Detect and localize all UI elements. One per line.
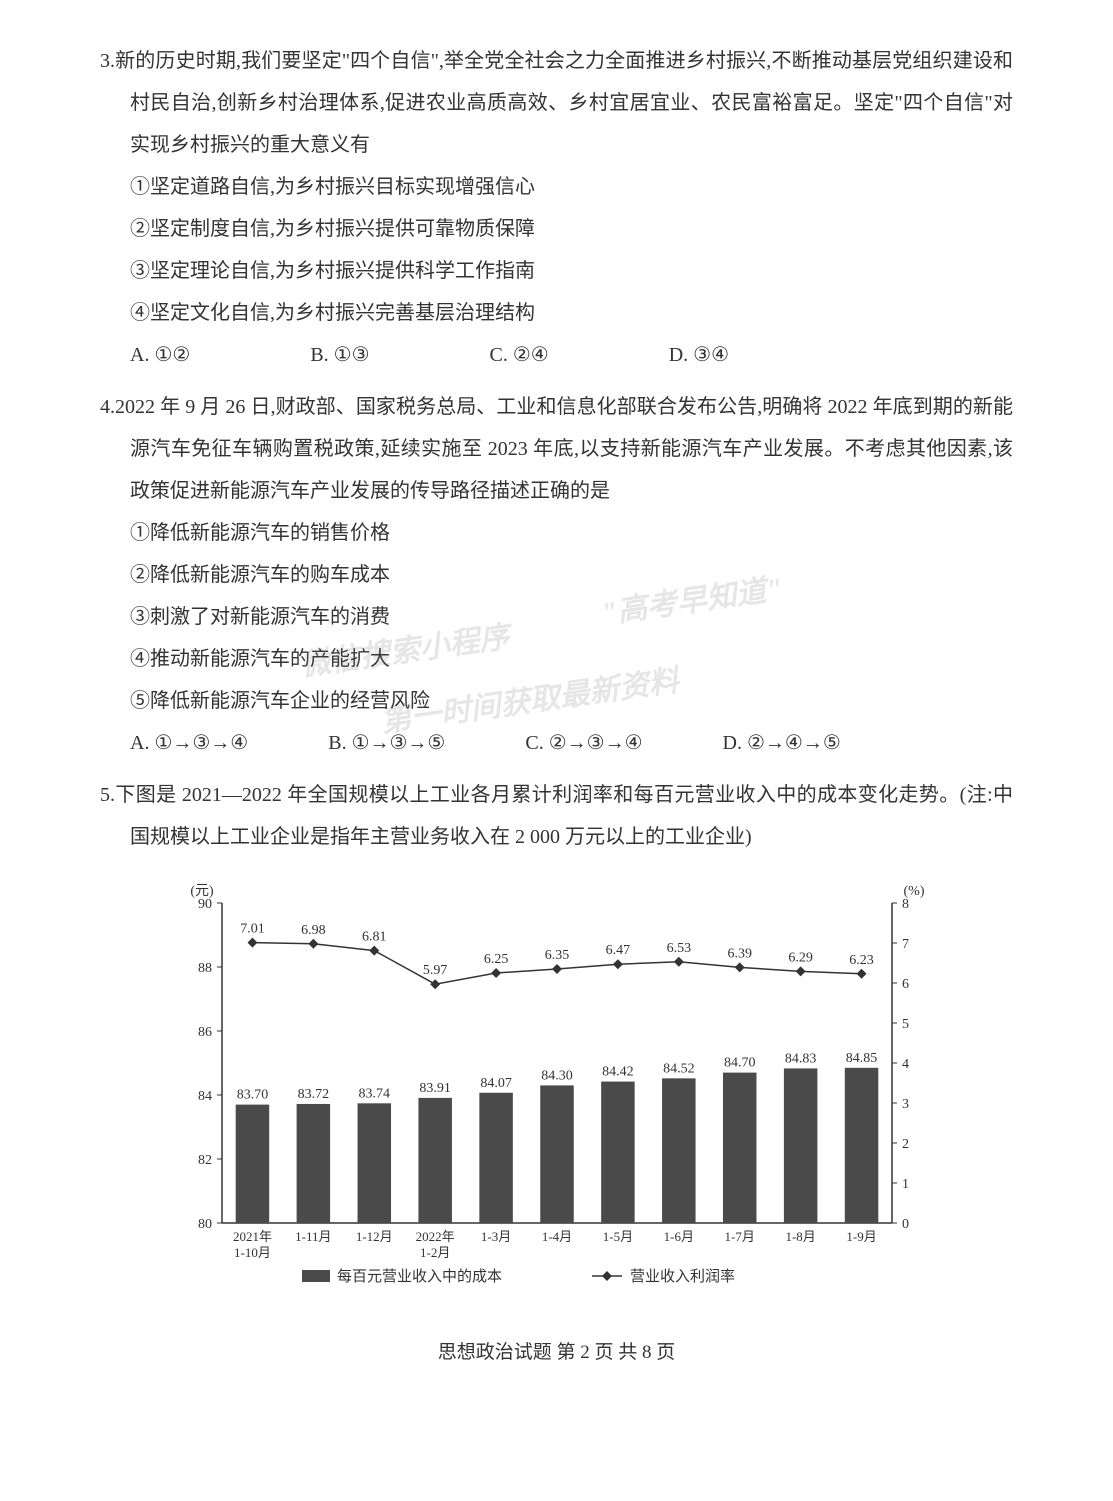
svg-text:6.47: 6.47 [605, 943, 630, 958]
svg-text:0: 0 [902, 1217, 909, 1232]
question-stem: 5.下图是 2021—2022 年全国规模以上工业各月累计利润率和每百元营业收入… [100, 774, 1013, 858]
statement-1: ①降低新能源汽车的销售价格 [100, 512, 1013, 554]
svg-text:4: 4 [902, 1057, 909, 1072]
svg-text:1-10月: 1-10月 [234, 1245, 271, 1260]
statement-2: ②坚定制度自信,为乡村振兴提供可靠物质保障 [100, 208, 1013, 250]
svg-text:6.23: 6.23 [849, 953, 874, 968]
svg-text:1: 1 [902, 1177, 909, 1192]
svg-text:84.70: 84.70 [723, 1056, 755, 1071]
svg-text:2: 2 [902, 1137, 909, 1152]
choice-b: B. ①→③→⑤ [328, 722, 445, 764]
svg-text:84: 84 [198, 1089, 212, 1104]
choice-d: D. ③④ [669, 334, 729, 376]
svg-text:1-9月: 1-9月 [846, 1229, 876, 1244]
svg-text:84.85: 84.85 [845, 1051, 877, 1066]
statement-1: ①坚定道路自信,为乡村振兴目标实现增强信心 [100, 166, 1013, 208]
svg-text:6.81: 6.81 [362, 930, 387, 945]
svg-text:88: 88 [198, 961, 212, 976]
statement-4: ④推动新能源汽车的产能扩大 [100, 638, 1013, 680]
svg-text:6.98: 6.98 [301, 923, 326, 938]
question-number: 3. [100, 50, 115, 72]
svg-text:6.29: 6.29 [788, 950, 813, 965]
svg-text:7.01: 7.01 [240, 922, 264, 937]
choice-d: D. ②→④→⑤ [723, 722, 841, 764]
choice-c: C. ②④ [490, 334, 549, 376]
svg-text:6.39: 6.39 [727, 946, 752, 961]
choice-a: A. ①→③→④ [130, 722, 248, 764]
question-body: 2022 年 9 月 26 日,财政部、国家税务总局、工业和信息化部联合发布公告… [115, 396, 1013, 502]
choice-a: A. ①② [130, 334, 190, 376]
question-3: 3.新的历史时期,我们要坚定"四个自信",举全党全社会之力全面推进乡村振兴,不断… [100, 40, 1013, 376]
svg-text:1-6月: 1-6月 [663, 1229, 693, 1244]
svg-text:84.42: 84.42 [602, 1065, 634, 1080]
question-stem: 4.2022 年 9 月 26 日,财政部、国家税务总局、工业和信息化部联合发布… [100, 386, 1013, 512]
svg-text:83.74: 83.74 [358, 1086, 390, 1101]
svg-text:1-12月: 1-12月 [355, 1229, 392, 1244]
svg-text:1-4月: 1-4月 [541, 1229, 571, 1244]
question-number: 4. [100, 396, 115, 418]
svg-text:84.83: 84.83 [784, 1051, 816, 1066]
question-5: 5.下图是 2021—2022 年全国规模以上工业各月累计利润率和每百元营业收入… [100, 774, 1013, 858]
statement-3: ③刺激了对新能源汽车的消费 [100, 596, 1013, 638]
answer-choices: A. ①→③→④ B. ①→③→⑤ C. ②→③→④ D. ②→④→⑤ [100, 722, 1013, 764]
svg-text:6.53: 6.53 [666, 941, 691, 956]
statement-5: ⑤降低新能源汽车企业的经营风险 [100, 680, 1013, 722]
svg-text:84.30: 84.30 [541, 1068, 573, 1083]
svg-text:5.97: 5.97 [422, 963, 447, 978]
svg-text:6: 6 [902, 977, 909, 992]
svg-text:1-11月: 1-11月 [295, 1229, 331, 1244]
svg-text:8: 8 [902, 897, 909, 912]
svg-text:7: 7 [902, 937, 909, 952]
chart-container: (元)(%)80828486889001234567883.7083.7283.… [167, 878, 947, 1308]
svg-text:1-7月: 1-7月 [724, 1229, 754, 1244]
combo-chart: (元)(%)80828486889001234567883.7083.7283.… [167, 878, 947, 1308]
question-stem: 3.新的历史时期,我们要坚定"四个自信",举全党全社会之力全面推进乡村振兴,不断… [100, 40, 1013, 166]
svg-text:84.52: 84.52 [663, 1061, 695, 1076]
svg-text:1-2月: 1-2月 [420, 1245, 450, 1260]
svg-text:83.72: 83.72 [297, 1087, 329, 1102]
svg-text:90: 90 [198, 897, 212, 912]
svg-text:营业收入利润率: 营业收入利润率 [630, 1268, 735, 1285]
svg-text:86: 86 [198, 1025, 212, 1040]
question-body: 下图是 2021—2022 年全国规模以上工业各月累计利润率和每百元营业收入中的… [115, 784, 1013, 848]
statement-2: ②降低新能源汽车的购车成本 [100, 554, 1013, 596]
question-4: 4.2022 年 9 月 26 日,财政部、国家税务总局、工业和信息化部联合发布… [100, 386, 1013, 764]
svg-text:82: 82 [198, 1153, 212, 1168]
choice-c: C. ②→③→④ [525, 722, 642, 764]
svg-text:80: 80 [198, 1217, 212, 1232]
svg-text:1-3月: 1-3月 [480, 1229, 510, 1244]
question-body: 新的历史时期,我们要坚定"四个自信",举全党全社会之力全面推进乡村振兴,不断推动… [115, 50, 1013, 156]
svg-text:6.35: 6.35 [544, 948, 569, 963]
svg-text:84.07: 84.07 [480, 1076, 512, 1091]
page-footer: 思想政治试题 第 2 页 共 8 页 [100, 1333, 1013, 1373]
statement-3: ③坚定理论自信,为乡村振兴提供科学工作指南 [100, 250, 1013, 292]
svg-text:5: 5 [902, 1017, 909, 1032]
svg-text:83.91: 83.91 [419, 1081, 451, 1096]
svg-text:2021年: 2021年 [232, 1229, 271, 1244]
svg-text:2022年: 2022年 [415, 1229, 454, 1244]
choice-b: B. ①③ [310, 334, 369, 376]
svg-text:每百元营业收入中的成本: 每百元营业收入中的成本 [337, 1268, 502, 1285]
statement-4: ④坚定文化自信,为乡村振兴完善基层治理结构 [100, 292, 1013, 334]
svg-text:6.25: 6.25 [483, 952, 508, 967]
answer-choices: A. ①② B. ①③ C. ②④ D. ③④ [100, 334, 1013, 376]
question-number: 5. [100, 784, 115, 806]
svg-text:1-5月: 1-5月 [602, 1229, 632, 1244]
svg-text:3: 3 [902, 1097, 909, 1112]
svg-text:83.70: 83.70 [236, 1088, 267, 1103]
svg-text:1-8月: 1-8月 [785, 1229, 815, 1244]
